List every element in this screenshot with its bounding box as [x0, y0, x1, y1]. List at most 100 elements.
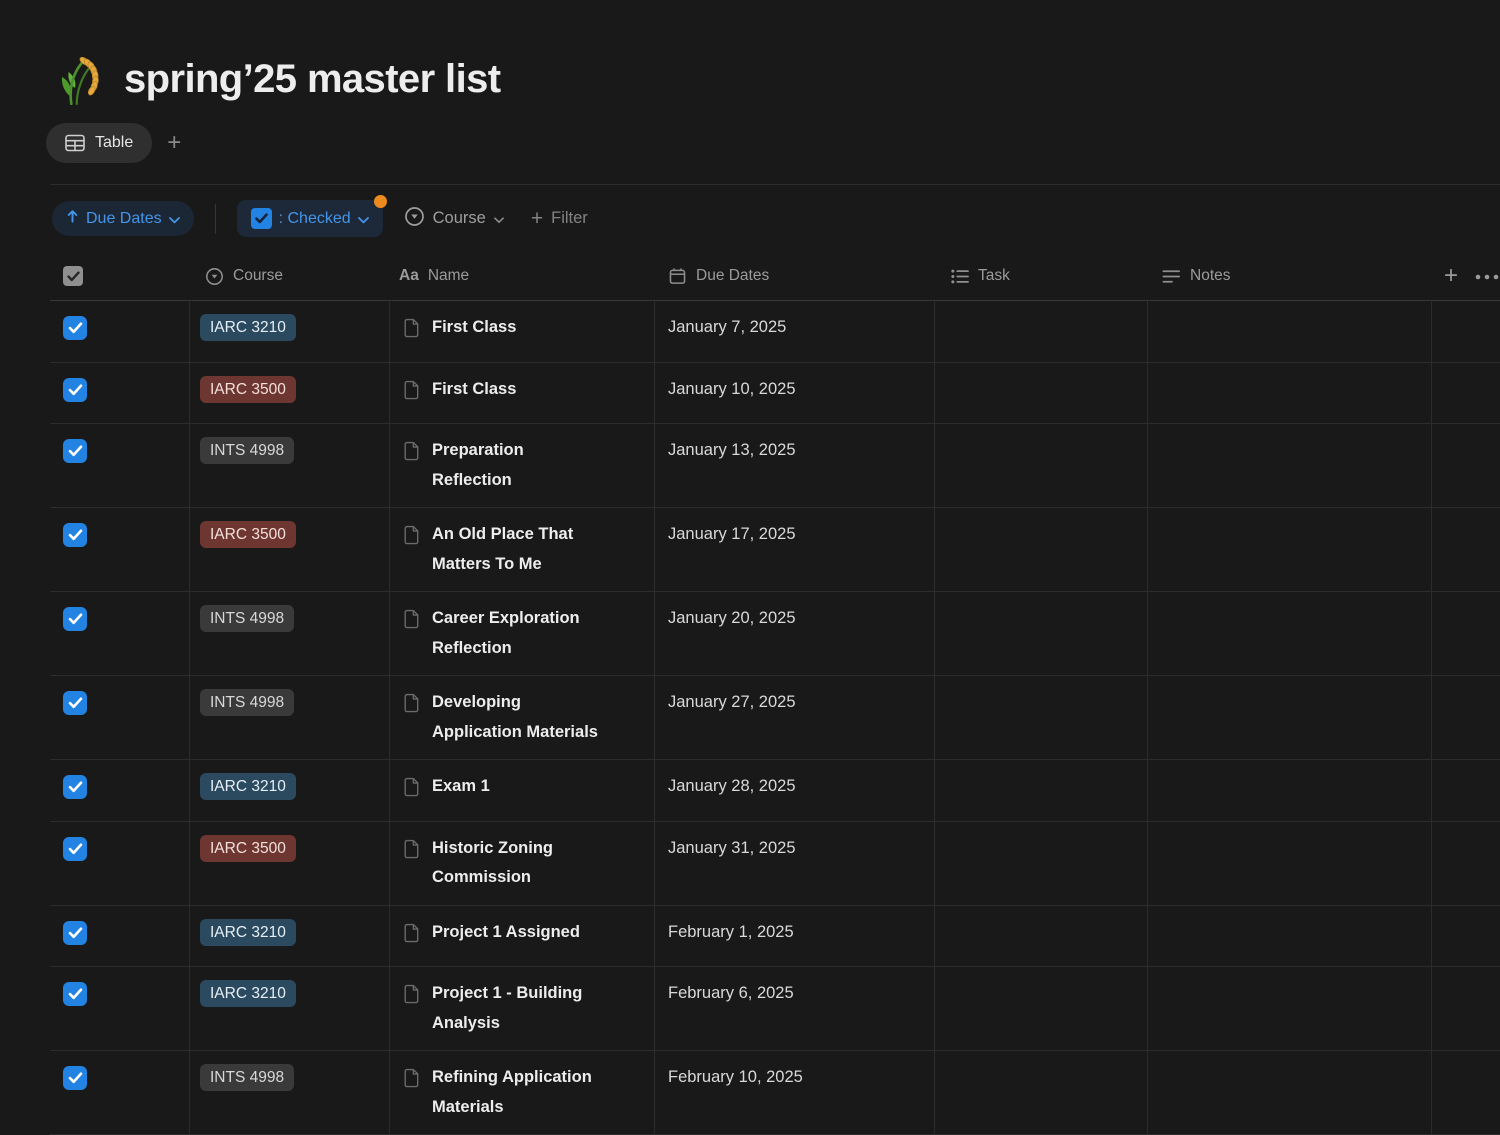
notes-cell[interactable]: [1148, 760, 1432, 821]
row-checkbox[interactable]: [63, 377, 87, 402]
column-header-course[interactable]: Course: [190, 267, 390, 286]
column-header-notes[interactable]: Notes: [1148, 267, 1432, 286]
due-date-cell[interactable]: January 27, 2025: [655, 676, 935, 759]
row-due-date: January 10, 2025: [668, 379, 796, 398]
row-checkbox[interactable]: [63, 1066, 87, 1090]
notes-cell[interactable]: [1148, 821, 1432, 905]
row-extra-cell: [1432, 906, 1500, 967]
column-header-name[interactable]: Aa Name: [390, 267, 655, 285]
row-extra-cell: [1432, 676, 1500, 759]
page-document-icon: [401, 692, 423, 747]
sort-due-dates-pill[interactable]: Due Dates: [52, 201, 194, 236]
name-cell[interactable]: Developing Application Materials: [390, 676, 655, 759]
column-header-checkbox: [50, 266, 190, 286]
sheaf-of-rice-emoji-icon[interactable]: [54, 53, 106, 106]
row-checkbox[interactable]: [63, 316, 87, 340]
name-cell[interactable]: An Old Place That Matters To Me: [390, 508, 655, 591]
name-cell[interactable]: First Class: [390, 301, 655, 362]
name-cell[interactable]: Refining Application Materials: [390, 1051, 655, 1134]
task-cell[interactable]: [935, 362, 1148, 423]
sort-pill-label: Due Dates: [86, 209, 162, 227]
course-cell[interactable]: INTS 4998: [190, 592, 390, 675]
column-header-due-dates[interactable]: Due Dates: [655, 267, 935, 286]
course-cell[interactable]: IARC 3210: [190, 301, 390, 362]
table-row: IARC 3210 Exam 1 January 28, 2025: [50, 760, 1500, 822]
row-checkbox[interactable]: [63, 523, 87, 547]
name-cell[interactable]: Project 1 Assigned: [390, 905, 655, 966]
course-cell[interactable]: IARC 3210: [190, 967, 390, 1050]
column-header-task[interactable]: Task: [935, 267, 1148, 286]
table-row: INTS 4998 Career Exploration Reflection …: [50, 592, 1500, 676]
task-cell[interactable]: [935, 905, 1148, 966]
table-options-ellipsis-icon[interactable]: [1475, 267, 1500, 285]
filter-course-button[interactable]: Course: [404, 206, 504, 232]
task-cell[interactable]: [935, 760, 1148, 821]
row-checkbox[interactable]: [63, 439, 87, 463]
notes-cell[interactable]: [1148, 362, 1432, 423]
task-cell[interactable]: [935, 967, 1148, 1050]
due-date-cell[interactable]: January 17, 2025: [655, 508, 935, 591]
row-checkbox[interactable]: [63, 607, 87, 631]
row-checkbox[interactable]: [63, 920, 87, 945]
due-date-cell[interactable]: January 20, 2025: [655, 592, 935, 675]
page-document-icon: [401, 317, 423, 350]
course-cell[interactable]: IARC 3210: [190, 760, 390, 821]
notes-cell[interactable]: [1148, 301, 1432, 362]
name-cell[interactable]: Exam 1: [390, 760, 655, 821]
select-all-checkbox[interactable]: [63, 266, 83, 286]
notes-cell[interactable]: [1148, 508, 1432, 591]
due-date-cell[interactable]: February 6, 2025: [655, 967, 935, 1050]
notes-cell[interactable]: [1148, 592, 1432, 675]
task-cell[interactable]: [935, 301, 1148, 362]
due-date-cell[interactable]: January 10, 2025: [655, 362, 935, 423]
course-cell[interactable]: INTS 4998: [190, 1051, 390, 1134]
due-date-cell[interactable]: February 1, 2025: [655, 905, 935, 966]
notes-cell[interactable]: [1148, 967, 1432, 1050]
add-column-button[interactable]: +: [1444, 264, 1459, 288]
notes-cell[interactable]: [1148, 424, 1432, 507]
name-cell[interactable]: Preparation Reflection: [390, 424, 655, 507]
page-document-icon: [401, 608, 423, 663]
course-cell[interactable]: IARC 3210: [190, 905, 390, 966]
task-cell[interactable]: [935, 676, 1148, 759]
course-cell[interactable]: IARC 3500: [190, 362, 390, 423]
course-cell[interactable]: INTS 4998: [190, 676, 390, 759]
course-cell[interactable]: INTS 4998: [190, 424, 390, 507]
row-checkbox-cell: [50, 1051, 190, 1134]
filter-checked-pill[interactable]: : Checked: [236, 195, 387, 237]
row-extra-cell: [1432, 822, 1500, 905]
column-label: Notes: [1190, 267, 1231, 284]
name-cell[interactable]: First Class: [390, 362, 655, 423]
notes-cell[interactable]: [1148, 905, 1432, 966]
name-cell[interactable]: Career Exploration Reflection: [390, 592, 655, 675]
row-name-text: Refining Application Materials: [432, 1068, 592, 1116]
due-date-cell[interactable]: January 31, 2025: [655, 821, 935, 905]
due-date-cell[interactable]: January 7, 2025: [655, 301, 935, 362]
row-checkbox[interactable]: [63, 982, 87, 1006]
task-cell[interactable]: [935, 821, 1148, 905]
task-cell[interactable]: [935, 1051, 1148, 1134]
notes-cell[interactable]: [1148, 1051, 1432, 1134]
due-date-cell[interactable]: February 10, 2025: [655, 1051, 935, 1134]
notes-cell[interactable]: [1148, 676, 1432, 759]
row-extra-cell: [1432, 760, 1500, 821]
due-date-cell[interactable]: January 28, 2025: [655, 760, 935, 821]
due-date-cell[interactable]: January 13, 2025: [655, 424, 935, 507]
row-checkbox[interactable]: [63, 775, 87, 799]
checkbox-checked-icon: [250, 208, 272, 229]
task-cell[interactable]: [935, 592, 1148, 675]
row-extra-cell: [1432, 508, 1500, 591]
tab-table-view[interactable]: Table: [46, 123, 153, 163]
course-cell[interactable]: IARC 3500: [190, 821, 390, 905]
task-cell[interactable]: [935, 508, 1148, 591]
add-view-button[interactable]: +: [167, 129, 182, 156]
course-cell[interactable]: IARC 3500: [190, 508, 390, 591]
name-cell[interactable]: Historic Zoning Commission: [390, 821, 655, 905]
task-cell[interactable]: [935, 424, 1148, 507]
row-checkbox-cell: [50, 760, 190, 821]
row-checkbox[interactable]: [63, 836, 87, 861]
add-filter-button[interactable]: + Filter: [531, 208, 588, 229]
text-type-icon: Aa: [399, 267, 419, 284]
name-cell[interactable]: Project 1 - Building Analysis: [390, 967, 655, 1050]
row-checkbox[interactable]: [63, 691, 87, 715]
